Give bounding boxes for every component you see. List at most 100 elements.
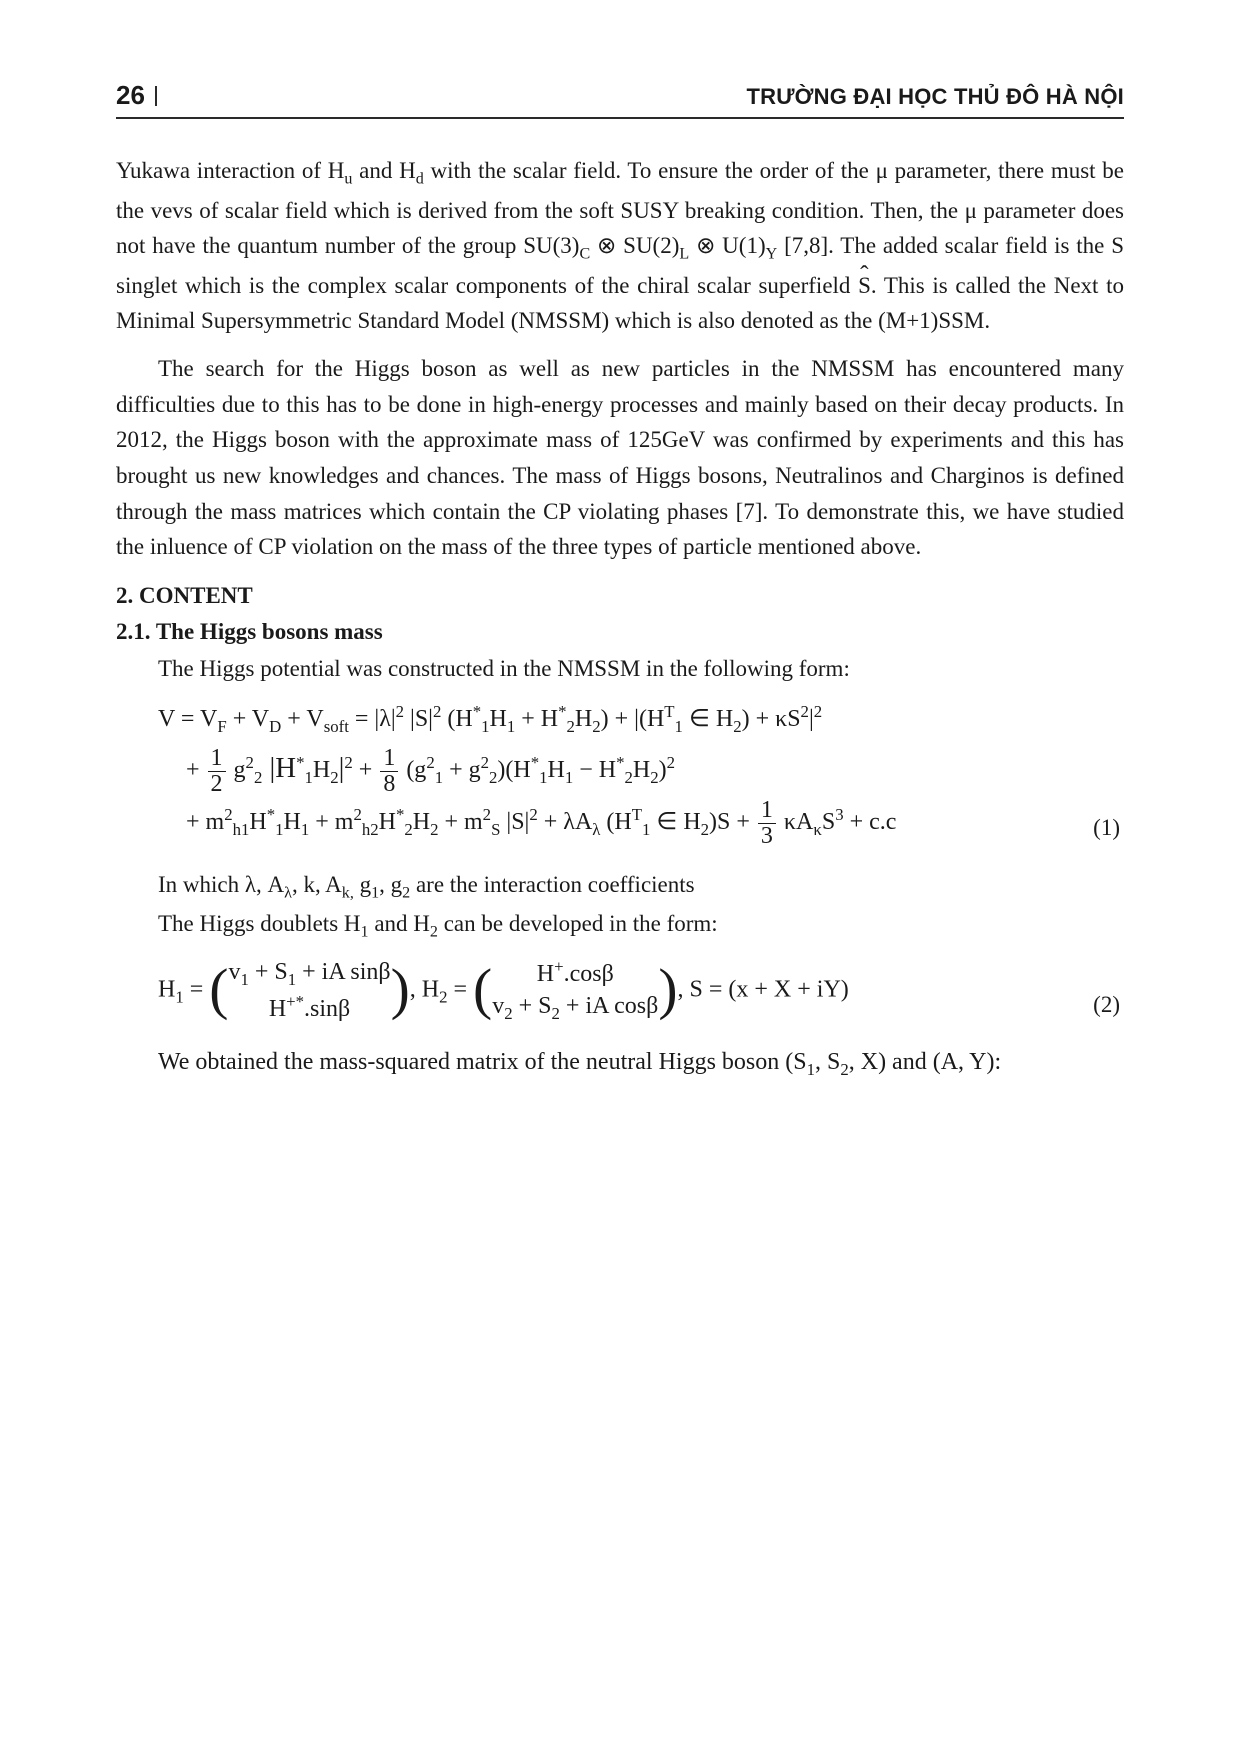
l4-c: , X) and (A, Y): bbox=[849, 1049, 1001, 1075]
eq1-l2-c: |H bbox=[262, 752, 296, 784]
eq1-l2-h: + g bbox=[443, 757, 481, 783]
eq2-eq1: = bbox=[184, 976, 210, 1002]
eq2-r1s2: 1 bbox=[288, 970, 296, 989]
eq2-r2b: .sinβ bbox=[304, 996, 350, 1022]
p1-text-d: ⊗ SU(2) bbox=[590, 233, 679, 258]
l2-b: , k, A bbox=[292, 872, 342, 897]
eq1-g1sup: 2 bbox=[426, 753, 434, 772]
eq1-star2: * bbox=[558, 702, 566, 721]
eq2-r1b: + S bbox=[249, 959, 288, 985]
l2-sublam: λ bbox=[284, 884, 292, 901]
eq2-r4s2: 2 bbox=[552, 1004, 560, 1023]
p1-text-a: Yukawa interaction of H bbox=[116, 158, 344, 183]
eq1-l3-b: H bbox=[249, 809, 266, 835]
page-number-value: 26 bbox=[116, 80, 145, 110]
eq1-sup2d: 2 bbox=[814, 702, 822, 721]
eq1-sub-d: D bbox=[269, 717, 281, 736]
eq1-l1-h: + H bbox=[515, 706, 558, 732]
eq1-l2-b: g bbox=[228, 757, 246, 783]
eq1-line3: + m2h1H*1H1 + m2h2H*2H2 + m2S |S|2 + λAλ… bbox=[158, 798, 896, 849]
eq1-l1-b: + V bbox=[227, 706, 269, 732]
eq1-sub2a: 2 bbox=[567, 717, 575, 736]
eq2-r3sup: + bbox=[554, 957, 563, 976]
l3-a: The Higgs doublets H bbox=[158, 911, 361, 936]
frac-n3: 1 bbox=[758, 798, 776, 824]
eq1-l3-l: )S + bbox=[709, 809, 756, 835]
paragraph-1: Yukawa interaction of Hu and Hd with the… bbox=[116, 153, 1124, 339]
eq1-l1-e: |S| bbox=[404, 706, 433, 732]
sub-y: Y bbox=[766, 246, 778, 263]
eq1-l3-c: H bbox=[284, 809, 301, 835]
eq1-mh2: h2 bbox=[362, 820, 379, 839]
sub-d: d bbox=[416, 171, 424, 188]
eq1-sup2f: 2 bbox=[667, 753, 675, 772]
eq1-l2-k: − H bbox=[573, 757, 616, 783]
eq1-l3-k: ∈ H bbox=[650, 809, 700, 835]
l3-c: can be developed in the form: bbox=[438, 911, 718, 936]
eq2-r2a: H bbox=[269, 996, 286, 1022]
eq1-l2-i: )(H bbox=[497, 757, 530, 783]
eq1-l1-i: H bbox=[575, 706, 592, 732]
l2-d: , g bbox=[379, 872, 402, 897]
line-doublets: The Higgs doublets H1 and H2 can be deve… bbox=[116, 906, 1124, 946]
eq1-l2-d: H bbox=[313, 757, 330, 783]
eq1-sub1e: 1 bbox=[539, 768, 547, 787]
eq1-frac-eighth: 18 bbox=[380, 746, 398, 797]
eq1-l2-l: H bbox=[633, 757, 650, 783]
l2-sub1: 1 bbox=[371, 884, 379, 901]
section-2-1-heading: 2.1. The Higgs bosons mass bbox=[116, 619, 1124, 645]
l4-s1: 1 bbox=[807, 1060, 815, 1079]
eq2-r3b: .cosβ bbox=[564, 961, 614, 987]
eq1-l2-f: + bbox=[353, 757, 379, 783]
eq2-r4c: + iA cosβ bbox=[560, 993, 658, 1019]
frac-d: 2 bbox=[208, 772, 226, 797]
eq1-l1-f: (H bbox=[441, 706, 472, 732]
eq1-l2-g: (g bbox=[400, 757, 426, 783]
eq1-l3-e: H bbox=[379, 809, 396, 835]
equation-1: V = VF + VD + Vsoft = |λ|2 |S|2 (H*1H1 +… bbox=[116, 696, 1124, 848]
eq1-l3-f: H bbox=[413, 809, 430, 835]
eq1-m2sup: 2 bbox=[353, 805, 361, 824]
eq1-l3-n: S bbox=[822, 809, 835, 835]
eq1-sub2i: 2 bbox=[701, 820, 709, 839]
paren-r2: ) bbox=[658, 966, 677, 1015]
eq1-g2sup2: 2 bbox=[481, 753, 489, 772]
l3-b: and H bbox=[369, 911, 430, 936]
sub-l: L bbox=[679, 246, 689, 263]
eq2-eq2: = bbox=[448, 976, 474, 1002]
page-number-separator bbox=[155, 86, 157, 106]
eq1-l3-a: + m bbox=[186, 809, 224, 835]
eq1-l1-g: H bbox=[490, 706, 507, 732]
page-header: 26 TRƯỜNG ĐẠI HỌC THỦ ĐÔ HÀ NỘI bbox=[116, 80, 1124, 119]
eq2-col1: v1 + S1 + iA sinβ H+*.sinβ bbox=[228, 956, 390, 1026]
eq1-l1-a: V = V bbox=[158, 706, 217, 732]
equation-2: H1 = ( v1 + S1 + iA sinβ H+*.sinβ ), H2 … bbox=[116, 956, 1124, 1026]
eq1-l2-j: H bbox=[548, 757, 565, 783]
eq1-frac-third: 13 bbox=[758, 798, 776, 849]
equation-2-number: (2) bbox=[1093, 992, 1124, 1026]
eq2-h1: H bbox=[158, 976, 175, 1002]
eq1-akap: κ bbox=[813, 820, 821, 839]
sub-c: C bbox=[579, 246, 590, 263]
eq1-g2sup: 2 bbox=[246, 753, 254, 772]
paren-r1: ) bbox=[391, 966, 410, 1015]
frac-n: 1 bbox=[208, 746, 226, 772]
eq1-l3-m: κA bbox=[778, 809, 813, 835]
eq1-l3-h: |S| bbox=[500, 809, 529, 835]
eq1-sub1c: 1 bbox=[675, 717, 683, 736]
eq1-mh1: h1 bbox=[233, 820, 250, 839]
p1-text-b: and H bbox=[352, 158, 415, 183]
eq1-l3-i: + λA bbox=[538, 809, 593, 835]
eq2-r4a: v bbox=[492, 993, 504, 1019]
l2-c: g bbox=[354, 872, 371, 897]
paragraph-2: The search for the Higgs boson as well a… bbox=[116, 351, 1124, 565]
section-2-heading: 2. CONTENT bbox=[116, 583, 1124, 609]
eq1-sub1a: 1 bbox=[481, 717, 489, 736]
l4-a: We obtained the mass-squared matrix of t… bbox=[158, 1049, 807, 1075]
eq2-r4s1: 2 bbox=[504, 1004, 512, 1023]
eq1-l2-m: ) bbox=[659, 757, 667, 783]
eq1-sup2e: 2 bbox=[344, 753, 352, 772]
line-coefficients: In which λ, Aλ, k, Ak, g1, g2 are the in… bbox=[116, 867, 1124, 907]
eq1-sub-f: F bbox=[217, 717, 226, 736]
journal-title: TRƯỜNG ĐẠI HỌC THỦ ĐÔ HÀ NỘI bbox=[747, 84, 1125, 110]
